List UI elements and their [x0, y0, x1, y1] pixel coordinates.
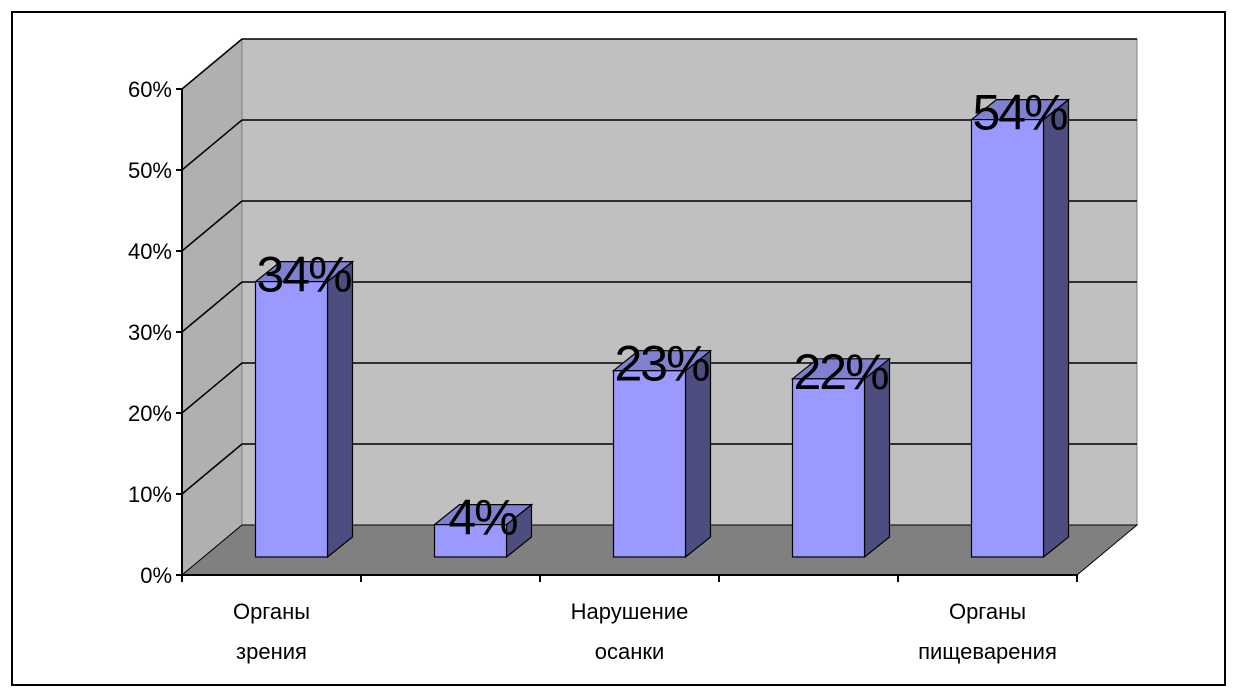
bar: [791, 378, 866, 558]
y-tick-label: 60%: [128, 77, 172, 102]
gridline-side: [181, 443, 243, 495]
bar: [612, 370, 687, 558]
bar: [970, 118, 1045, 558]
data-label: 54%: [972, 85, 1067, 141]
y-tick-label: 30%: [128, 320, 172, 345]
data-label: 4%: [448, 490, 517, 546]
bar-side: [1042, 98, 1070, 559]
bar: [254, 281, 329, 558]
y-tick-label: 0%: [140, 563, 172, 588]
gridline-side: [181, 281, 243, 333]
gridline-side: [181, 119, 243, 171]
x-tick-label: зрения: [236, 639, 307, 664]
x-tick-label: пищеварения: [918, 639, 1057, 664]
data-label: 34%: [256, 247, 351, 303]
gridline-side: [181, 38, 243, 90]
y-tick-label: 20%: [128, 401, 172, 426]
bar-side: [326, 260, 354, 559]
gridline-side: [181, 200, 243, 252]
x-tick-label: Нарушение: [571, 599, 689, 624]
y-tick-label: 40%: [128, 239, 172, 264]
x-tick-label: Органы: [949, 599, 1026, 624]
y-tick-label: 50%: [128, 158, 172, 183]
data-label: 22%: [793, 344, 888, 400]
x-tick-label: осанки: [595, 639, 665, 664]
y-tick-label: 10%: [128, 482, 172, 507]
gridline-side: [181, 362, 243, 414]
data-label: 23%: [614, 336, 709, 392]
bar: [433, 523, 508, 558]
x-tick-label: Органы: [233, 599, 310, 624]
